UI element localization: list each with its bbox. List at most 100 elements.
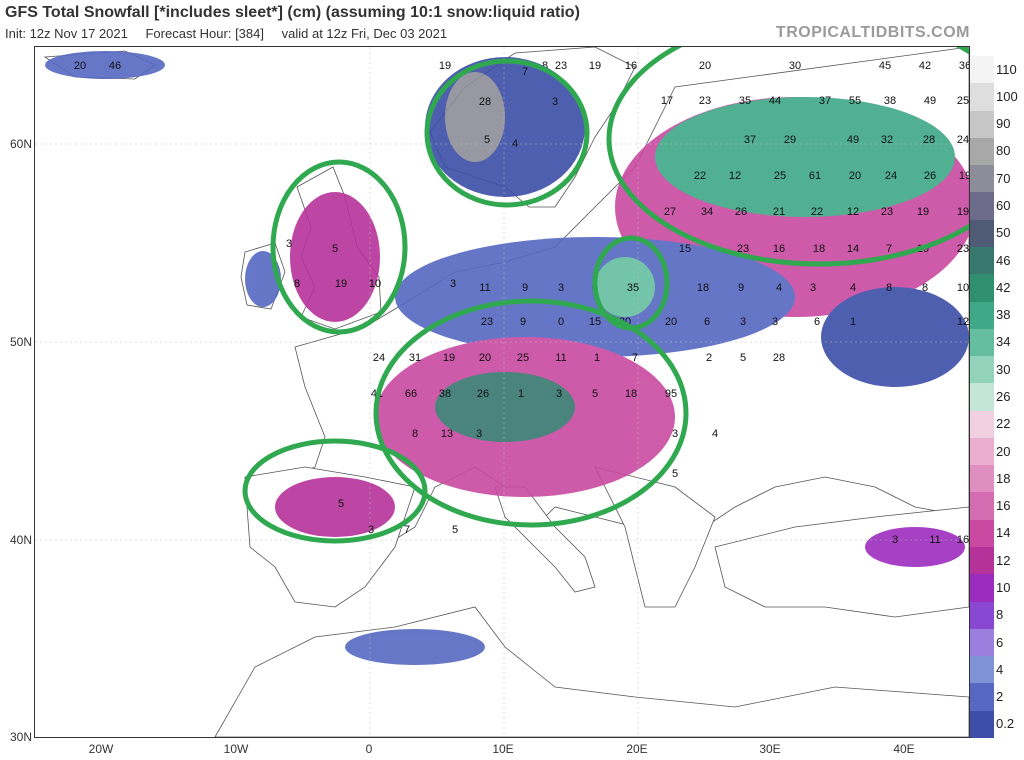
snowfall-value-label: 18 — [697, 282, 709, 294]
colorbar-label: 10 — [996, 579, 1011, 595]
snowfall-value-label: 3 — [450, 278, 456, 290]
snowfall-value-label: 44 — [769, 95, 781, 107]
colorbar-swatch — [970, 165, 994, 193]
colorbar-swatch — [970, 519, 994, 548]
colorbar-label: 30 — [996, 361, 1011, 377]
snowfall-value-label: 15 — [679, 243, 691, 255]
colorbar-label: 42 — [996, 279, 1011, 295]
lat-label-40n: 40N — [9, 533, 32, 547]
snowfall-value-label: 32 — [881, 134, 893, 146]
colorbar-label: 8 — [996, 607, 1004, 623]
snowfall-value-label: 16 — [773, 243, 785, 255]
colorbar-swatch — [970, 301, 994, 330]
snowfall-value-label: 19 — [443, 352, 455, 364]
snowfall-value-label: 35 — [739, 95, 751, 107]
snowfall-value-label: 10 — [369, 278, 381, 290]
lon-label-10w: 10W — [223, 742, 249, 756]
colorbar-swatch — [970, 710, 994, 739]
snowfall-value-label: 23 — [699, 95, 711, 107]
snowfall-value-label: 1 — [594, 352, 600, 364]
snowfall-value-label: 3 — [810, 282, 816, 294]
snowfall-value-label: 7 — [404, 524, 410, 536]
map-subtitle: Init: 12z Nov 17 2021 Forecast Hour: [38… — [5, 26, 461, 41]
snowfall-value-label: 12 — [957, 316, 969, 328]
snowfall-value-label: 23 — [737, 243, 749, 255]
colorbar-label: 26 — [996, 389, 1011, 404]
snowfall-map: 2046238191619283754203045423617233544375… — [34, 46, 970, 738]
colorbar-label: 80 — [996, 143, 1011, 159]
lat-label-60n: 60N — [9, 137, 32, 151]
snowfall-value-label: 5 — [484, 134, 490, 146]
snowfall-value-label: 18 — [813, 243, 825, 255]
snowfall-value-label: 25 — [957, 95, 969, 107]
colorbar-swatch — [970, 328, 994, 357]
colorbar-swatch — [970, 356, 994, 384]
snowfall-value-label: 37 — [819, 95, 831, 107]
snow-iceland — [45, 51, 165, 79]
snowfall-value-label: 19 — [957, 206, 969, 218]
colorbar-label: 6 — [996, 634, 1004, 650]
lon-label-40e: 40E — [893, 742, 915, 756]
snowfall-value-label: 4 — [776, 282, 782, 294]
colorbar-swatch — [970, 410, 994, 439]
snowfall-value-label: 8 — [886, 282, 892, 294]
snowfall-value-label: 9 — [738, 282, 744, 294]
snowfall-value-label: 55 — [849, 95, 861, 107]
snowfall-value-label: 24 — [373, 352, 385, 364]
highlight-iberia — [242, 438, 428, 544]
snowfall-value-label: 11 — [555, 352, 566, 364]
colorbar-swatch — [970, 383, 994, 412]
snowfall-value-label: 24 — [957, 134, 969, 146]
colorbar-label: 16 — [996, 498, 1011, 514]
lon-label-20e: 20E — [626, 742, 648, 756]
colorbar-label: 60 — [996, 198, 1011, 214]
snowfall-value-label: 29 — [784, 134, 796, 146]
snowfall-value-label: 16 — [957, 534, 969, 546]
snowfall-value-label: 17 — [661, 95, 673, 107]
colorbar-swatch — [970, 683, 994, 712]
snowfall-value-label: 3 — [286, 238, 292, 250]
colorbar-swatch — [970, 465, 994, 493]
snowfall-value-label: 38 — [884, 95, 896, 107]
snowfall-value-label: 38 — [439, 388, 451, 400]
colorbar-swatch — [970, 192, 994, 221]
snow-norway-core — [445, 72, 505, 162]
colorbar-legend: 110 100 90 80 70 60 50 46 42 38 34 30 26 22 20 18 16 14 12… — [970, 56, 1024, 739]
snowfall-value-label: 5 — [740, 352, 746, 364]
snowfall-value-label: 9 — [520, 316, 526, 328]
snowfall-value-label: 19 — [917, 206, 929, 218]
highlight-britain — [270, 159, 408, 335]
colorbar-label: 20 — [996, 443, 1011, 459]
snowfall-value-label: 28 — [923, 134, 935, 146]
colorbar-swatch — [970, 110, 994, 139]
lon-label-20w: 20W — [88, 742, 114, 756]
snowfall-value-label: 3 — [552, 96, 558, 108]
snowfall-value-label: 13 — [441, 428, 453, 440]
highlight-north-east-europe — [606, 47, 969, 267]
colorbar-label: 12 — [996, 552, 1011, 568]
snowfall-value-label: 2 — [706, 352, 712, 364]
snowfall-value-label: 49 — [924, 95, 936, 107]
snowfall-value-label: 5 — [452, 524, 458, 536]
colorbar-label: 90 — [996, 116, 1011, 132]
snowfall-value-label: 16 — [625, 60, 637, 72]
snowfall-value-label: 61 — [809, 170, 821, 182]
snowfall-value-label: 4 — [850, 282, 856, 294]
snowfall-value-label: 20 — [665, 316, 677, 328]
snowfall-value-label: 3 — [368, 524, 374, 536]
snowfall-value-label: 5 — [672, 468, 678, 480]
colorbar-swatch — [970, 492, 994, 521]
colorbar-label: 100 — [996, 88, 1018, 104]
snowfall-value-label: 66 — [405, 388, 417, 400]
snowfall-value-label: 10 — [957, 282, 969, 294]
snowfall-value-label: 1 — [518, 388, 524, 400]
snowfall-value-label: 28 — [479, 96, 491, 108]
snow-alps-core — [435, 372, 575, 442]
snowfall-value-label: 8 — [412, 428, 418, 440]
map-svg: 2046238191619283754203045423617233544375… — [35, 47, 969, 737]
snowfall-value-label: 0 — [558, 316, 564, 328]
snowfall-value-label: 8 — [542, 60, 548, 72]
colorbar-label: 22 — [996, 416, 1011, 432]
snowfall-value-label: 24 — [885, 170, 897, 182]
colorbar-swatch — [970, 83, 994, 112]
